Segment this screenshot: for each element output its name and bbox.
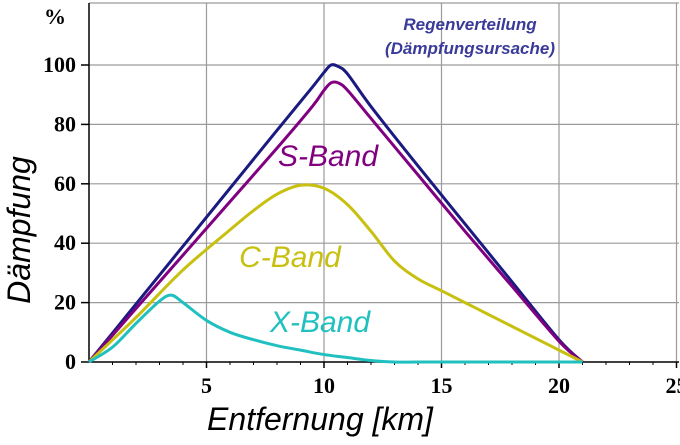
y-tick-label: 100 [43,52,76,77]
annotation-line-2: (Dämpfungsursache) [385,39,555,58]
annotation-line-1: Regenverteilung [403,15,537,34]
x-tick-label: 10 [313,373,335,398]
series-label: S-Band [278,140,379,173]
x-tick-label: 20 [548,373,570,398]
y-tick-label: 0 [65,349,76,374]
series-label: X-Band [269,306,371,339]
y-tick-label: 60 [54,171,76,196]
labels: S-Band C-Band X-Band [239,140,379,339]
y-unit-label: % [44,4,66,29]
x-axis-title: Entfernung [km] [207,401,434,437]
series-label: C-Band [239,241,342,274]
y-tick-label: 40 [54,230,76,255]
x-tick-label: 5 [201,373,212,398]
x-tick-label: 25 [666,373,680,398]
y-axis-title: Dämpfung [1,156,37,304]
y-tick-label: 80 [54,111,76,136]
y-tick-label: 20 [54,290,76,315]
x-tick-label: 15 [431,373,453,398]
